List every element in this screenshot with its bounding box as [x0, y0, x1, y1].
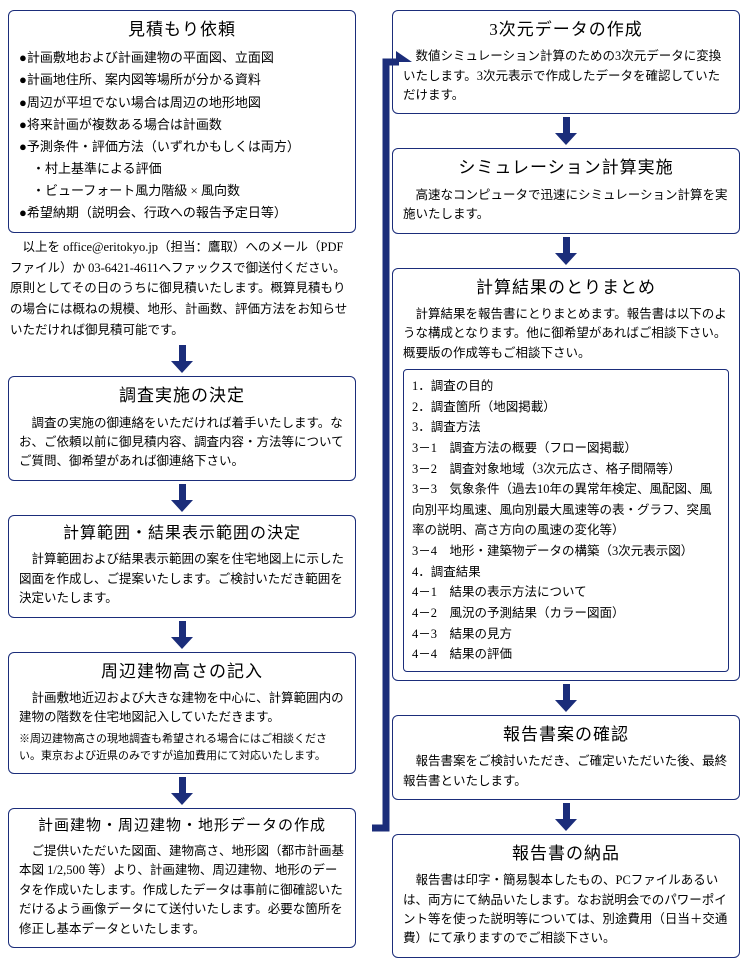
quote-after-text: 以上を office@eritokyo.jp（担当：鷹取）へのメール（PDFファ…	[8, 233, 356, 342]
list-item: 3－4 地形・建築物データの構築（3次元表示図）	[412, 541, 720, 562]
title: 計算範囲・結果表示範囲の決定	[19, 522, 345, 547]
flowchart-root: 見積もり依頼 ●計画敷地および計画建物の平面図、立面図 ●計画地住所、案内図等場…	[8, 10, 742, 958]
body: 数値シミュレーション計算のための3次元データに変換いたします。3次元表示で作成し…	[403, 47, 729, 105]
box-results-compile: 計算結果のとりまとめ 計算結果を報告書にとりまとめます。報告書は以下のような構成…	[392, 268, 740, 681]
arrow-down-icon	[171, 777, 193, 805]
body: 報告書案をご検討いただき、ご確定いただいた後、最終報告書といたします。	[403, 752, 729, 791]
list-item: 3－3 気象条件（過去10年の異常年検定、風配図、風向別平均風速、風向別最大風速…	[412, 479, 720, 541]
body: 計算結果を報告書にとりまとめます。報告書は以下のような構成となります。他に御希望…	[403, 305, 729, 363]
list-item: 4－1 結果の表示方法について	[412, 582, 720, 603]
bullet: ●予測条件・評価方法（いずれかもしくは両方）	[19, 136, 345, 158]
bullet: ・村上基準による評価	[19, 158, 345, 180]
list-item: 1．調査の目的	[412, 376, 720, 397]
title: 計算結果のとりまとめ	[403, 275, 729, 301]
arrow-down-icon	[555, 117, 577, 145]
arrow-down-icon	[555, 803, 577, 831]
body: 計算範囲および結果表示範囲の案を住宅地図上に示した図面を作成し、ご提案いたします…	[19, 550, 345, 608]
body: 報告書は印字・簡易製本したもの、PCファイルあるいは、両方にて納品いたします。な…	[403, 871, 729, 949]
title: 報告書の納品	[403, 841, 729, 867]
arrow-down-icon	[171, 484, 193, 512]
body: 調査の実施の御連絡をいただければ着手いたします。なお、ご依頼以前に御見積内容、調…	[19, 414, 345, 472]
bullet: ●計画敷地および計画建物の平面図、立面図	[19, 47, 345, 69]
title-quote-request: 見積もり依頼	[19, 17, 345, 43]
box-quote-request: 見積もり依頼 ●計画敷地および計画建物の平面図、立面図 ●計画地住所、案内図等場…	[8, 10, 356, 233]
box-data-creation: 計画建物・周辺建物・地形データの作成 ご提供いただいた図面、建物高さ、地形図（都…	[8, 808, 356, 948]
list-item: 3－2 調査対象地域（3次元広さ、格子間隔等）	[412, 459, 720, 480]
bullet: ●希望納期（説明会、行政への報告予定日等）	[19, 202, 345, 224]
bullet: ・ビューフォート風力階級 × 風向数	[19, 180, 345, 202]
box-3d-data: 3次元データの作成 数値シミュレーション計算のための3次元データに変換いたします…	[392, 10, 740, 114]
arrow-down-icon	[171, 345, 193, 373]
box-calc-range: 計算範囲・結果表示範囲の決定 計算範囲および結果表示範囲の案を住宅地図上に示した…	[8, 515, 356, 618]
list-item: 4．調査結果	[412, 562, 720, 583]
arrow-down-icon	[555, 237, 577, 265]
right-column: 3次元データの作成 数値シミュレーション計算のための3次元データに変換いたします…	[392, 10, 740, 958]
list-item: 3－1 調査方法の概要（フロー図掲載）	[412, 438, 720, 459]
arrow-down-icon	[555, 684, 577, 712]
list-item: 4－3 結果の見方	[412, 624, 720, 645]
list-item: 4－2 風況の予測結果（カラー図面）	[412, 603, 720, 624]
list-item: 3．調査方法	[412, 417, 720, 438]
bullet: ●将来計画が複数ある場合は計画数	[19, 114, 345, 136]
title: 報告書案の確認	[403, 722, 729, 748]
body: 計画敷地近辺および大きな建物を中心に、計算範囲内の建物の階数を住宅地図記入してい…	[19, 689, 345, 728]
bullet: ●計画地住所、案内図等場所が分かる資料	[19, 69, 345, 91]
title: シミュレーション計算実施	[403, 155, 729, 181]
list-item: 4－4 結果の評価	[412, 644, 720, 665]
arrow-down-icon	[171, 621, 193, 649]
left-column: 見積もり依頼 ●計画敷地および計画建物の平面図、立面図 ●計画地住所、案内図等場…	[8, 10, 356, 958]
title: 3次元データの作成	[403, 17, 729, 43]
body: 高速なコンピュータで迅速にシミュレーション計算を実施いたします。	[403, 186, 729, 225]
bullet: ●周辺が平坦でない場合は周辺の地形地図	[19, 92, 345, 114]
title: 計画建物・周辺建物・地形データの作成	[19, 815, 345, 838]
bullets-quote: ●計画敷地および計画建物の平面図、立面図 ●計画地住所、案内図等場所が分かる資料…	[19, 47, 345, 224]
body: ご提供いただいた図面、建物高さ、地形図（都市計画基本図 1/2,500 等）より…	[19, 842, 345, 939]
box-building-heights: 周辺建物高さの記入 計画敷地近辺および大きな建物を中心に、計算範囲内の建物の階数…	[8, 652, 356, 774]
report-structure-subbox: 1．調査の目的 2．調査箇所（地図掲載） 3．調査方法 3－1 調査方法の概要（…	[403, 369, 729, 672]
box-report-delivery: 報告書の納品 報告書は印字・簡易製本したもの、PCファイルあるいは、両方にて納品…	[392, 834, 740, 958]
list-item: 2．調査箇所（地図掲載）	[412, 397, 720, 418]
title: 調査実施の決定	[19, 383, 345, 409]
box-simulation: シミュレーション計算実施 高速なコンピュータで迅速にシミュレーション計算を実施い…	[392, 148, 740, 233]
box-investigation-decision: 調査実施の決定 調査の実施の御連絡をいただければ着手いたします。なお、ご依頼以前…	[8, 376, 356, 480]
note: ※周辺建物高さの現地調査も希望される場合にはご相談ください。東京および近県のみで…	[19, 731, 345, 765]
box-report-review: 報告書案の確認 報告書案をご検討いただき、ご確定いただいた後、最終報告書といたし…	[392, 715, 740, 800]
title: 周辺建物高さの記入	[19, 659, 345, 685]
